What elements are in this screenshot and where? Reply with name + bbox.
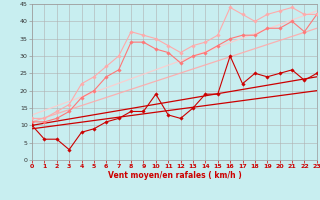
X-axis label: Vent moyen/en rafales ( km/h ): Vent moyen/en rafales ( km/h ) xyxy=(108,171,241,180)
